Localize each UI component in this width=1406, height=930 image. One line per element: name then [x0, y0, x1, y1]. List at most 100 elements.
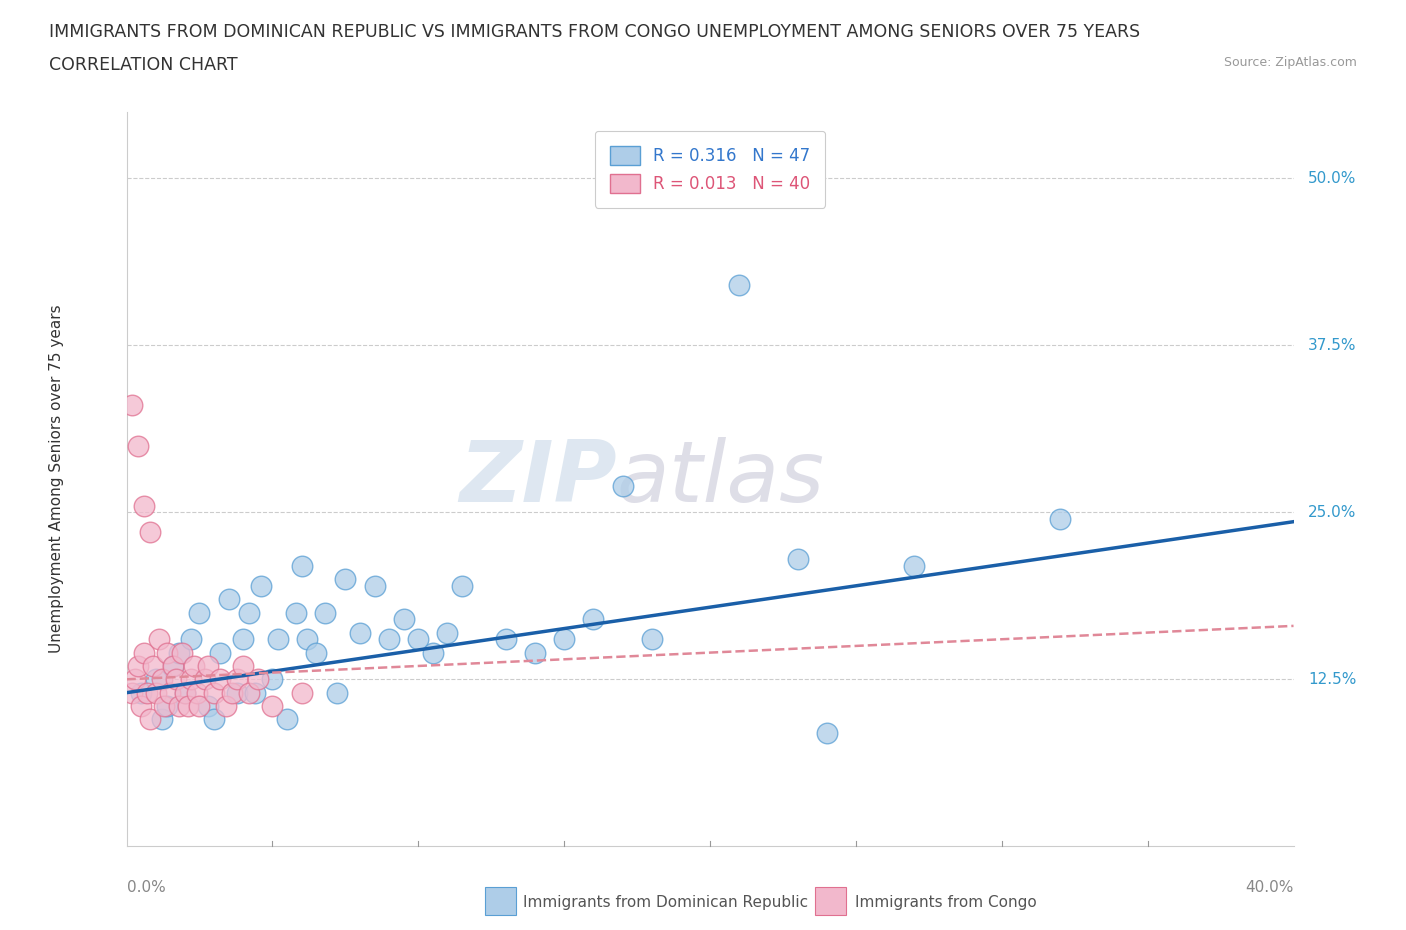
- Point: [194, 671, 217, 686]
- Point: [188, 605, 211, 620]
- Point: [436, 625, 458, 640]
- Point: [495, 631, 517, 646]
- Point: [815, 725, 838, 740]
- Point: [249, 578, 271, 593]
- Point: [180, 671, 202, 686]
- Point: [267, 631, 290, 646]
- Point: [363, 578, 385, 593]
- Point: [325, 685, 347, 700]
- Point: [121, 398, 143, 413]
- Text: 37.5%: 37.5%: [1308, 338, 1357, 352]
- Point: [335, 572, 357, 587]
- Point: [1049, 512, 1071, 526]
- Point: [162, 658, 184, 673]
- Text: IMMIGRANTS FROM DOMINICAN REPUBLIC VS IMMIGRANTS FROM CONGO UNEMPLOYMENT AMONG S: IMMIGRANTS FROM DOMINICAN REPUBLIC VS IM…: [49, 23, 1140, 41]
- Point: [262, 698, 284, 713]
- Point: [243, 685, 266, 700]
- Point: [129, 698, 152, 713]
- Point: [167, 698, 190, 713]
- Point: [132, 645, 155, 660]
- Point: [221, 685, 243, 700]
- Text: Immigrants from Dominican Republic: Immigrants from Dominican Republic: [523, 895, 808, 910]
- Point: [238, 685, 260, 700]
- Point: [162, 658, 184, 673]
- Point: [553, 631, 575, 646]
- Text: 40.0%: 40.0%: [1246, 880, 1294, 895]
- Point: [150, 671, 173, 686]
- Point: [174, 685, 197, 700]
- Point: [226, 685, 249, 700]
- Point: [232, 631, 254, 646]
- Point: [262, 671, 284, 686]
- Point: [524, 645, 547, 660]
- Point: [197, 698, 219, 713]
- Point: [392, 612, 415, 627]
- Text: 50.0%: 50.0%: [1308, 171, 1357, 186]
- Point: [640, 631, 664, 646]
- Point: [156, 698, 179, 713]
- Point: [132, 498, 155, 513]
- Point: [582, 612, 605, 627]
- Text: 25.0%: 25.0%: [1308, 505, 1357, 520]
- Point: [297, 631, 319, 646]
- Point: [142, 658, 165, 673]
- Point: [202, 712, 225, 727]
- Text: Unemployment Among Seniors over 75 years: Unemployment Among Seniors over 75 years: [49, 305, 65, 653]
- Point: [276, 712, 298, 727]
- Point: [124, 671, 146, 686]
- Point: [174, 685, 197, 700]
- Point: [150, 712, 173, 727]
- Point: [451, 578, 474, 593]
- Point: [167, 645, 190, 660]
- Point: [786, 551, 808, 566]
- Point: [186, 685, 208, 700]
- Point: [148, 631, 170, 646]
- Point: [612, 478, 634, 493]
- Point: [349, 625, 371, 640]
- Point: [188, 698, 211, 713]
- Point: [129, 685, 152, 700]
- Point: [159, 685, 181, 700]
- Text: Source: ZipAtlas.com: Source: ZipAtlas.com: [1223, 56, 1357, 69]
- Point: [246, 671, 269, 686]
- Point: [290, 558, 312, 573]
- Point: [208, 645, 231, 660]
- Text: CORRELATION CHART: CORRELATION CHART: [49, 56, 238, 73]
- Text: atlas: atlas: [617, 437, 825, 521]
- Point: [314, 605, 336, 620]
- Point: [127, 438, 149, 453]
- Point: [136, 685, 159, 700]
- Point: [177, 698, 200, 713]
- Point: [218, 591, 240, 606]
- Point: [408, 631, 430, 646]
- Point: [290, 685, 312, 700]
- Point: [145, 671, 167, 686]
- Point: [728, 278, 751, 293]
- Text: ZIP: ZIP: [458, 437, 617, 521]
- Point: [284, 605, 307, 620]
- Point: [165, 671, 187, 686]
- Point: [180, 631, 202, 646]
- Point: [183, 658, 205, 673]
- Text: Immigrants from Congo: Immigrants from Congo: [855, 895, 1036, 910]
- Point: [127, 658, 149, 673]
- Point: [156, 645, 179, 660]
- Point: [121, 685, 143, 700]
- Point: [378, 631, 401, 646]
- Point: [202, 685, 225, 700]
- Point: [305, 645, 328, 660]
- Text: 0.0%: 0.0%: [127, 880, 166, 895]
- Point: [903, 558, 925, 573]
- Legend: R = 0.316   N = 47, R = 0.013   N = 40: R = 0.316 N = 47, R = 0.013 N = 40: [595, 131, 825, 207]
- Point: [153, 698, 176, 713]
- Point: [232, 658, 254, 673]
- Point: [208, 671, 231, 686]
- Point: [139, 712, 162, 727]
- Point: [238, 605, 260, 620]
- Point: [197, 658, 219, 673]
- Point: [215, 698, 238, 713]
- Text: 12.5%: 12.5%: [1308, 671, 1357, 687]
- Point: [422, 645, 444, 660]
- Point: [226, 671, 249, 686]
- Point: [145, 685, 167, 700]
